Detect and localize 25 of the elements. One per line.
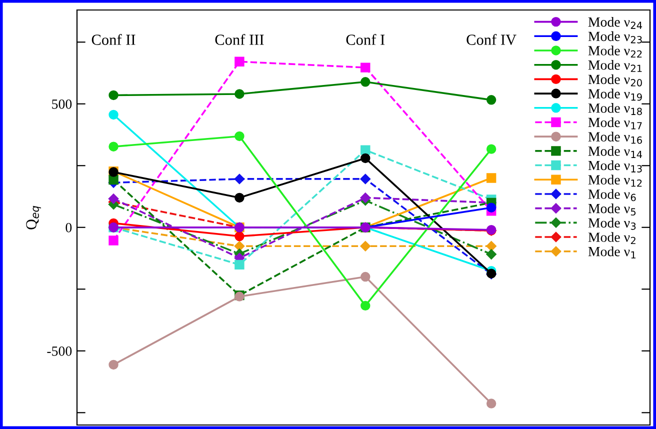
x-tick-label: Conf III <box>215 34 264 45</box>
legend-label: Mode ν$_{14}$ <box>588 146 642 158</box>
legend-label: Mode ν$_{17}$ <box>588 117 642 130</box>
y-tick-label: -500 <box>47 346 72 356</box>
legend-label: Mode ν$_{1}$ <box>588 246 636 258</box>
legend-label: Mode ν$_{20}$ <box>588 74 642 86</box>
legend-label: Mode ν$_{13}$ <box>588 160 642 172</box>
y-axis-title: Q$_{eq}$ <box>26 206 41 230</box>
legend-label: Mode ν$_{3}$ <box>588 218 636 230</box>
legend-label: Mode ν$_{5}$ <box>588 203 636 216</box>
legend-label: Mode ν$_{6}$ <box>588 189 636 202</box>
legend-label: Mode ν$_{12}$ <box>588 174 642 187</box>
legend-label: Mode ν$_{19}$ <box>588 88 642 101</box>
x-tick-label: Conf IV <box>466 34 516 46</box>
y-tick-label: 500 <box>52 99 72 109</box>
y-tick-label: 0 <box>66 222 72 232</box>
legend-label: Mode ν$_{18}$ <box>588 103 642 116</box>
legend-label: Mode ν$_{24}$ <box>588 16 642 29</box>
legend-label: Mode ν$_{2}$ <box>588 232 636 244</box>
legend-label: Mode ν$_{16}$ <box>588 132 642 144</box>
x-tick-label: Conf I <box>346 34 385 45</box>
x-tick-label: Conf II <box>92 34 136 45</box>
legend-label: Mode ν$_{23}$ <box>588 31 642 44</box>
legend-label: Mode ν$_{22}$ <box>588 46 642 58</box>
legend-label: Mode ν$_{21}$ <box>588 60 642 72</box>
